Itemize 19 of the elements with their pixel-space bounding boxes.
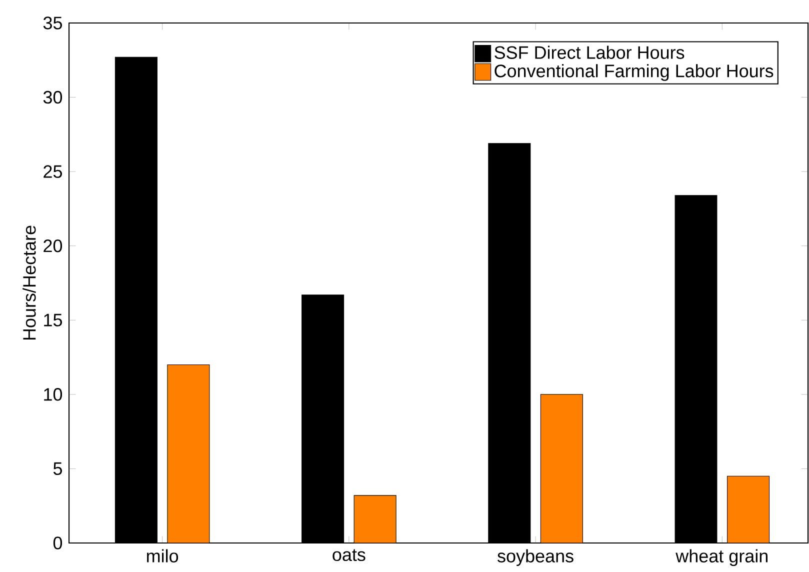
bar	[354, 495, 396, 543]
legend-label: Conventional Farming Labor Hours	[494, 64, 774, 81]
bar	[727, 476, 770, 543]
bar	[167, 364, 210, 543]
legend-label: SSF Direct Labor Hours	[494, 46, 684, 59]
x-tick-label: soybeans	[498, 549, 574, 566]
y-tick-label: 15	[44, 314, 62, 326]
y-tick-label: 25	[44, 165, 62, 178]
y-tick-label: 30	[43, 90, 62, 104]
y-tick-label: 20	[44, 239, 62, 252]
y-tick-label: 5	[53, 462, 62, 475]
y-axis-title: Hours/Hectare	[22, 226, 36, 340]
bar	[540, 394, 583, 543]
y-tick-label: 0	[53, 536, 62, 550]
x-tick-label: oats	[332, 549, 366, 562]
x-tick-label: wheat grain	[676, 549, 768, 566]
y-tick-label: 35	[43, 16, 62, 30]
x-tick-label: milo	[147, 549, 178, 562]
y-tick-label: 10	[44, 388, 62, 401]
